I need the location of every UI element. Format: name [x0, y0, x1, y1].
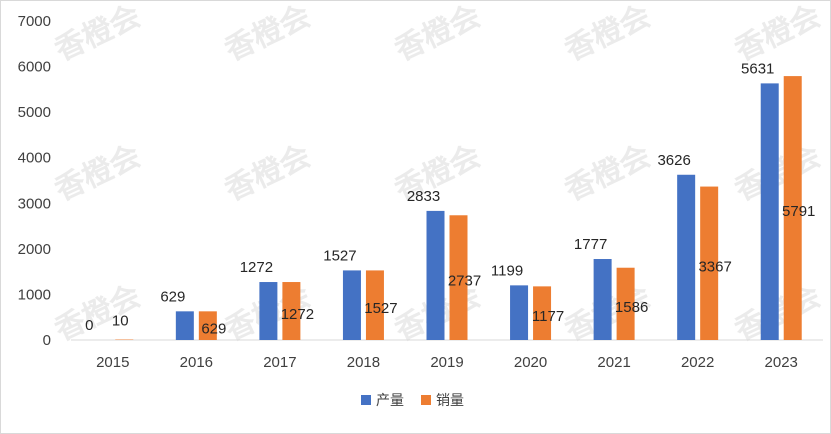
y-tick-label: 5000	[18, 104, 51, 121]
bars-layer: 0 10 629 629 1272 1272 1527 1527 2833 2737 1199 117…	[85, 60, 815, 341]
y-tick-label: 3000	[18, 195, 51, 212]
data-label-sales-2016: 629	[201, 321, 226, 338]
bar-sales-2019	[449, 215, 468, 340]
y-tick-label: 6000	[18, 59, 51, 76]
data-label-sales-2021: 1586	[615, 299, 648, 316]
watermark-text: 香橙会	[730, 1, 826, 68]
data-label-sales-2019: 2737	[448, 273, 481, 290]
legend-swatch-sales	[421, 395, 431, 405]
bar-production-2021	[593, 259, 612, 340]
bar-production-2018	[342, 270, 361, 340]
data-label-production-2015: 0	[85, 317, 93, 334]
bar-sales-2023	[783, 76, 802, 340]
x-tick-label: 2015	[96, 354, 129, 371]
data-label-sales-2017: 1272	[281, 306, 314, 323]
x-tick-label: 2020	[514, 354, 547, 371]
data-label-production-2020: 1199	[491, 262, 523, 279]
watermark-text: 香橙会	[560, 1, 656, 68]
x-tick-label: 2022	[681, 354, 714, 371]
data-label-production-2019: 2833	[407, 188, 440, 205]
legend-swatch-production	[361, 395, 371, 405]
watermark-text: 香橙会	[390, 1, 486, 68]
data-label-sales-2022: 3367	[698, 258, 731, 275]
y-axis-ticks: 0 1000 2000 3000 4000 5000 6000 7000	[18, 13, 51, 349]
data-label-production-2023: 5631	[741, 60, 774, 77]
bar-sales-2018	[365, 270, 384, 340]
watermark-text: 香橙会	[560, 138, 656, 208]
x-tick-label: 2019	[430, 354, 463, 371]
legend-label-sales: 销量	[436, 393, 464, 409]
bar-production-2016	[175, 311, 194, 340]
bar-sales-2020	[533, 286, 552, 340]
bar-sales-2022	[700, 186, 719, 340]
y-tick-label: 7000	[18, 13, 51, 30]
data-label-production-2017: 1272	[240, 259, 273, 276]
y-tick-label: 2000	[18, 241, 51, 258]
y-tick-label: 4000	[18, 150, 51, 167]
data-label-production-2021: 1777	[574, 236, 607, 253]
bar-sales-2016	[198, 311, 217, 340]
x-tick-label: 2021	[597, 354, 630, 371]
bar-production-2017	[259, 282, 278, 340]
data-label-sales-2015: 10	[112, 313, 129, 330]
watermark-text: 香橙会	[50, 1, 146, 68]
bar-production-2022	[677, 174, 696, 340]
legend: 产量 销量	[361, 393, 464, 409]
bar-sales-2021	[616, 267, 635, 340]
x-tick-label: 2023	[765, 354, 798, 371]
watermark-text: 香橙会	[50, 138, 146, 208]
data-label-production-2016: 629	[160, 288, 185, 305]
data-label-production-2018: 1527	[323, 247, 356, 264]
bar-production-2019	[426, 210, 445, 340]
x-tick-label: 2016	[180, 354, 213, 371]
x-tick-label: 2017	[263, 354, 296, 371]
data-label-sales-2023: 5791	[782, 203, 815, 220]
watermark-text: 香橙会	[50, 278, 146, 348]
data-label-sales-2020: 1177	[532, 308, 564, 325]
x-axis-ticks: 2015 2016 2017 2018 2019 2020 2021 2022 2023	[96, 354, 798, 371]
watermark-text: 香橙会	[220, 138, 316, 208]
bar-production-2023	[760, 83, 779, 341]
data-label-sales-2018: 1527	[364, 300, 397, 317]
bar-sales-2017	[282, 282, 301, 340]
watermark-text: 香橙会	[220, 1, 316, 68]
y-tick-label: 1000	[18, 286, 51, 303]
x-tick-label: 2018	[347, 354, 380, 371]
y-tick-label: 0	[43, 332, 51, 349]
legend-label-production: 产量	[376, 393, 404, 409]
data-label-production-2022: 3626	[657, 152, 690, 169]
bar-production-2020	[510, 285, 529, 340]
